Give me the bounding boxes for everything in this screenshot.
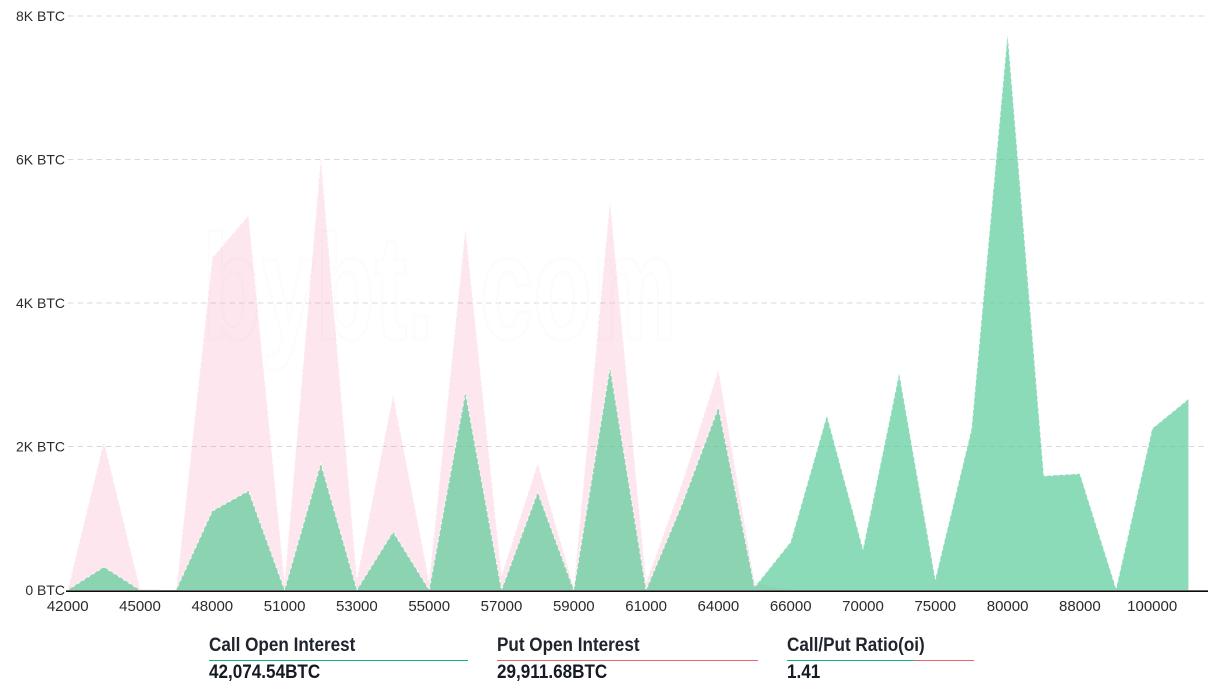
svg-text:48000: 48000 — [191, 598, 233, 615]
svg-text:6K BTC: 6K BTC — [16, 152, 65, 168]
svg-text:100000: 100000 — [1127, 598, 1177, 615]
svg-text:2K BTC: 2K BTC — [16, 439, 65, 455]
svg-text:51000: 51000 — [264, 598, 306, 615]
svg-text:55000: 55000 — [408, 598, 450, 615]
svg-text:80000: 80000 — [987, 598, 1029, 615]
svg-text:4K BTC: 4K BTC — [16, 295, 65, 311]
svg-text:0 BTC: 0 BTC — [25, 582, 65, 598]
svg-text:88000: 88000 — [1059, 598, 1101, 615]
svg-text:53000: 53000 — [336, 598, 378, 615]
svg-text:75000: 75000 — [914, 598, 956, 615]
svg-text:45000: 45000 — [119, 598, 161, 615]
svg-text:61000: 61000 — [625, 598, 667, 615]
svg-text:8K BTC: 8K BTC — [16, 8, 65, 24]
svg-text:66000: 66000 — [770, 598, 812, 615]
svg-text:bybt.: bybt. — [202, 203, 434, 371]
svg-text:59000: 59000 — [553, 598, 595, 615]
svg-text:com: com — [480, 203, 677, 371]
svg-text:42000: 42000 — [47, 598, 89, 615]
svg-text:64000: 64000 — [698, 598, 740, 615]
svg-text:70000: 70000 — [842, 598, 884, 615]
svg-text:bybt.: bybt. — [202, 203, 434, 371]
svg-text:57000: 57000 — [481, 598, 523, 615]
svg-text:com: com — [480, 203, 677, 371]
